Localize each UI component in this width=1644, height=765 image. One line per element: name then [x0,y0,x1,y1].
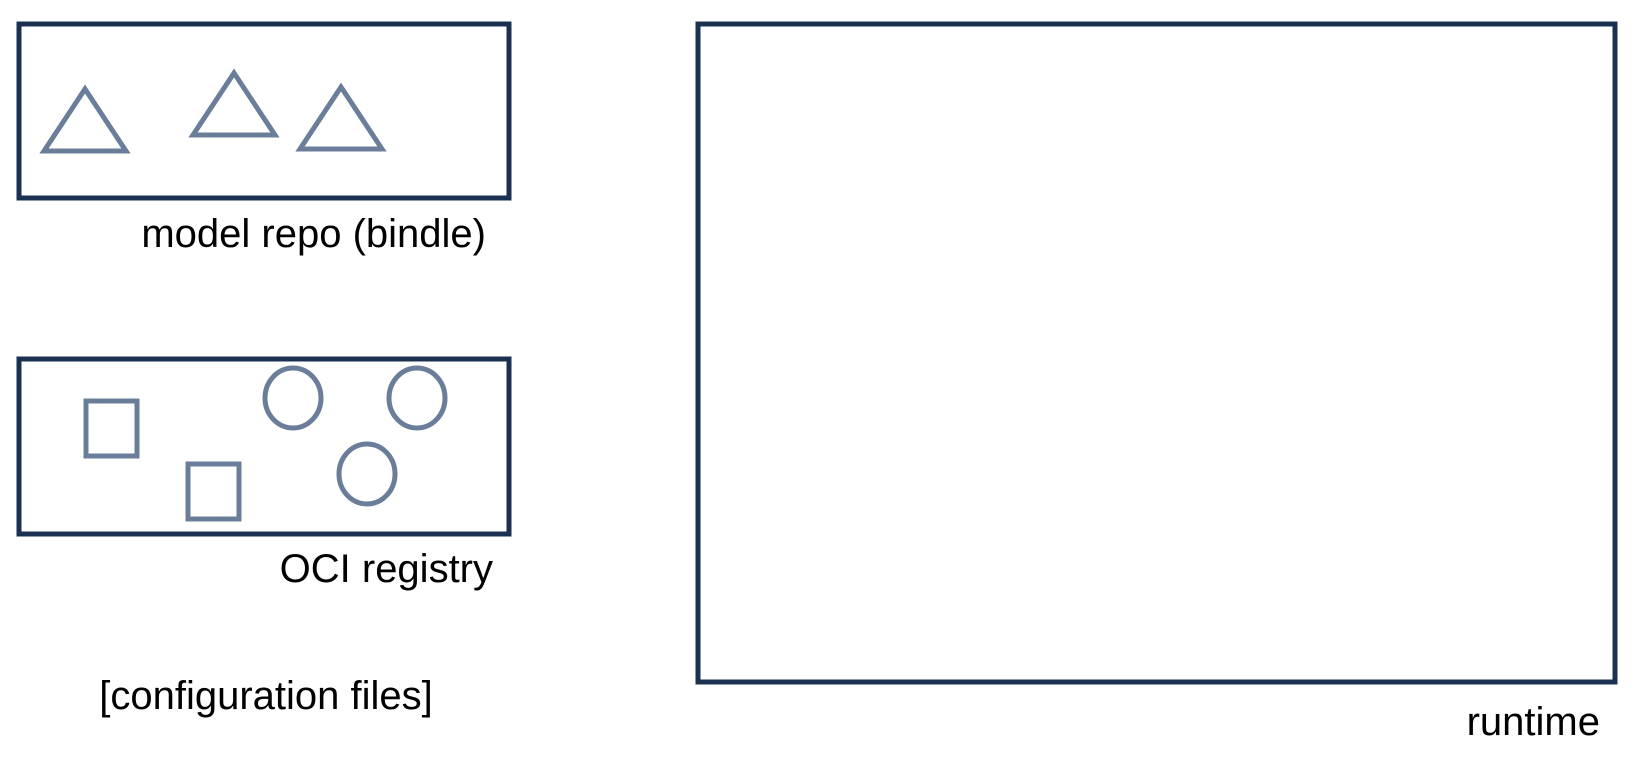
runtime-group: runtime [695,21,1618,744]
circle-icon [336,441,398,507]
model-repo-box [16,21,512,201]
config-files-label: [configuration files] [99,674,433,718]
circle-icon [262,365,324,431]
runtime-label: runtime [1467,700,1600,744]
square-icon [83,398,140,459]
square-icon [185,461,242,522]
model-repo-group: model repo (bindle) [16,21,512,256]
oci-registry-box [16,356,512,537]
triangle-icon [295,82,387,152]
model-repo-label: model repo (bindle) [141,212,486,256]
runtime-box [695,21,1618,685]
triangle-icon [39,84,131,154]
oci-registry-group: OCI registry [16,356,512,591]
triangle-icon [188,68,280,138]
circle-icon [386,365,448,431]
oci-registry-label: OCI registry [280,547,493,591]
